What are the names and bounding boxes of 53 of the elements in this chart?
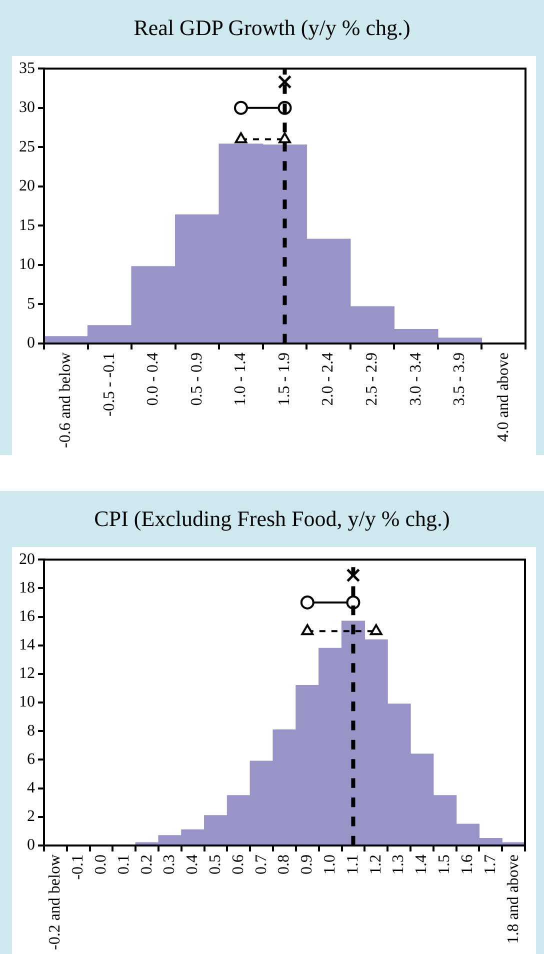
x-tick-label: 1.0 - 1.4 — [232, 352, 250, 406]
x-tick-label: -0.1 — [70, 854, 87, 880]
x-tick-label: 1.8 and above — [504, 854, 522, 944]
x-tick-label: -0.5 - -0.1 — [100, 352, 118, 416]
x-tick-label: 0.0 - 0.4 — [144, 352, 162, 406]
x-tick-label: 3.5 - 3.9 — [451, 352, 468, 406]
y-tick-label: 16 — [19, 608, 35, 625]
x-tick-label: 0.9 — [298, 854, 316, 874]
y-tick-label: 35 — [19, 60, 35, 77]
y-tick-label: 20 — [19, 178, 35, 195]
x-tick-label: 2.0 - 2.4 — [320, 352, 337, 406]
x-tick-label: 1.1 — [344, 854, 362, 874]
x-tick-label: 1.5 — [436, 854, 454, 874]
x-tick-label: 1.3 — [390, 854, 408, 874]
x-tick-label: 3.0 - 3.4 — [407, 352, 424, 406]
x-tick-label: 1.0 — [322, 854, 339, 874]
y-tick-label: 0 — [27, 334, 35, 352]
x-tick-label: 1.7 — [482, 854, 499, 874]
x-tick-label: 1.4 — [413, 854, 430, 874]
x-tick-label: 0.1 — [115, 854, 132, 874]
x-tick-label: 0.2 — [138, 854, 156, 874]
x-tick-label: 0.8 — [276, 854, 293, 874]
y-tick-label: 14 — [19, 636, 35, 654]
x-tick-label: 0.7 — [252, 854, 270, 874]
x-tick-label: -0.6 and below — [57, 352, 74, 448]
y-tick-label: 25 — [19, 138, 35, 156]
y-tick-label: 2 — [27, 808, 35, 826]
x-tick-label: 0.0 — [92, 854, 110, 874]
y-tick-label: 20 — [19, 550, 35, 568]
x-tick-label: 1.6 — [458, 854, 476, 874]
x-tick-label: 0.3 — [161, 854, 178, 874]
x-tick-label: 0.5 — [206, 854, 224, 874]
y-tick-label: 5 — [27, 295, 35, 312]
y-tick-label: 4 — [27, 780, 35, 796]
chart-title: Real GDP Growth (y/y % chg.) — [132, 14, 412, 42]
y-tick-label: 30 — [19, 99, 35, 116]
x-tick-label: 4.0 and above — [494, 352, 512, 442]
y-tick-label: 10 — [19, 256, 35, 274]
x-tick-label: 0.6 — [230, 854, 247, 874]
y-tick-label: 12 — [19, 665, 35, 682]
x-tick-label: 0.4 — [184, 854, 202, 874]
x-tick-label: 0.5 - 0.9 — [188, 352, 206, 406]
x-tick-label: -0.2 and below — [46, 854, 64, 950]
x-tick-label: 2.5 - 2.9 — [364, 352, 380, 406]
y-tick-label: 15 — [19, 216, 35, 234]
y-tick-label: 10 — [19, 694, 35, 711]
x-tick-label: 1.5 - 1.9 — [276, 352, 293, 406]
y-tick-label: 0 — [27, 836, 35, 854]
chart-title: CPI (Excluding Fresh Food, y/y % chg.) — [93, 505, 451, 533]
x-tick-label: 1.2 — [367, 854, 384, 874]
y-tick-label: 6 — [27, 750, 35, 768]
y-tick-label: 8 — [27, 722, 35, 740]
y-tick-label: 18 — [19, 579, 35, 596]
